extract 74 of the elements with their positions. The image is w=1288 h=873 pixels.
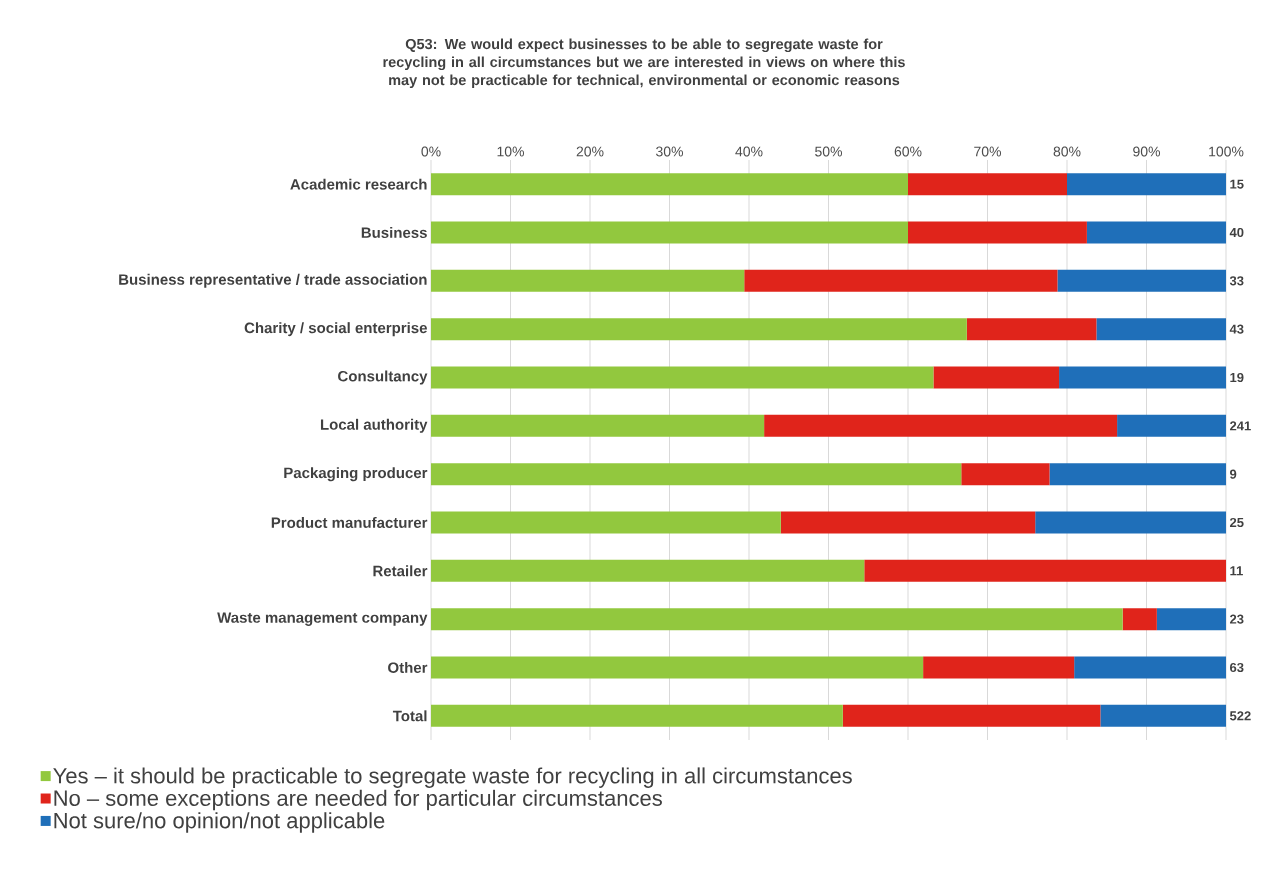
y-tick-label: Packaging producer	[284, 467, 428, 482]
x-tick-label: 90%	[1133, 146, 1161, 157]
y-tick-label: Business representative / trade association	[119, 273, 427, 288]
y-tick-label: Total	[392, 710, 427, 722]
bar	[1117, 414, 1227, 437]
bar	[908, 221, 1087, 244]
bar	[1086, 221, 1227, 244]
x-tick-label: 70%	[974, 146, 1002, 157]
bar	[1122, 608, 1157, 631]
y-tick-label: Other	[388, 661, 428, 673]
text: 63	[1230, 662, 1244, 673]
text: 40	[1229, 227, 1244, 238]
x-tick-label: 0%	[421, 146, 441, 157]
text: 43	[1229, 324, 1244, 334]
text: 9	[1229, 469, 1237, 479]
text: 23	[1229, 614, 1244, 624]
y-tick-label: Business	[361, 226, 427, 238]
bar	[933, 366, 1060, 389]
bar	[1057, 269, 1227, 292]
bar	[923, 656, 1075, 679]
bar	[1100, 704, 1227, 727]
bar	[1156, 608, 1227, 631]
y-tick-label: Local authority	[320, 418, 428, 433]
bar	[431, 656, 924, 679]
bar	[1059, 366, 1227, 389]
text: 25	[1229, 517, 1244, 528]
bar	[1067, 173, 1227, 196]
y-tick-label: Product manufacturer	[271, 516, 428, 528]
bar	[744, 269, 1058, 292]
x-tick-label: 80%	[1053, 146, 1081, 157]
bar	[864, 559, 1227, 582]
bar	[431, 414, 765, 437]
bar	[961, 463, 1050, 486]
bar	[431, 608, 1123, 631]
x-tick-label: 60%	[894, 146, 922, 157]
text: 33	[1229, 276, 1244, 286]
bar	[431, 559, 865, 582]
legend-label: Not sure/no opinion/not applicable	[54, 812, 385, 833]
legend-label: No – some exceptions are needed for particular circumstances	[54, 789, 662, 811]
x-tick-label: 50%	[815, 146, 843, 157]
bar	[431, 173, 909, 196]
bar	[908, 173, 1068, 196]
text: 15	[1230, 179, 1244, 189]
y-tick-label: Retailer	[373, 565, 428, 577]
y-tick-label: Waste management company	[217, 612, 428, 626]
bar	[431, 318, 967, 341]
bar	[431, 704, 843, 727]
bar	[431, 511, 781, 534]
bar	[431, 221, 909, 244]
chart-title: Q53: We would expect businesses to be able to segregate waste for recycling in all circumstances but we are interested in views on where this may not be practicable for technical, environmental or economic reasons	[383, 38, 905, 89]
y-tick-label: Academic research	[290, 178, 427, 190]
x-tick-label: 30%	[656, 146, 684, 157]
bar	[1074, 656, 1227, 679]
bar	[966, 318, 1097, 341]
x-tick-label: 20%	[576, 146, 604, 157]
bar	[431, 463, 962, 486]
bar	[431, 269, 745, 292]
x-tick-label: 10%	[497, 146, 525, 157]
text: 522	[1229, 711, 1251, 721]
bar	[764, 414, 1118, 437]
x-tick-label: 100%	[1209, 146, 1244, 157]
bar	[1035, 511, 1227, 534]
bar	[431, 366, 934, 389]
bar	[842, 704, 1101, 727]
y-tick-label: Charity / social enterprise	[244, 322, 427, 337]
x-tick-label: 40%	[735, 146, 763, 157]
bar	[780, 511, 1036, 534]
y-tick-label: Consultancy	[338, 370, 428, 385]
bar	[1049, 463, 1227, 486]
legend-label: Yes – it should be practicable to segregate waste for recycling in all circumstances	[53, 767, 852, 788]
text: 19	[1230, 372, 1244, 383]
text: 11	[1230, 566, 1243, 576]
text: 241	[1229, 421, 1251, 431]
bar	[1096, 318, 1227, 341]
